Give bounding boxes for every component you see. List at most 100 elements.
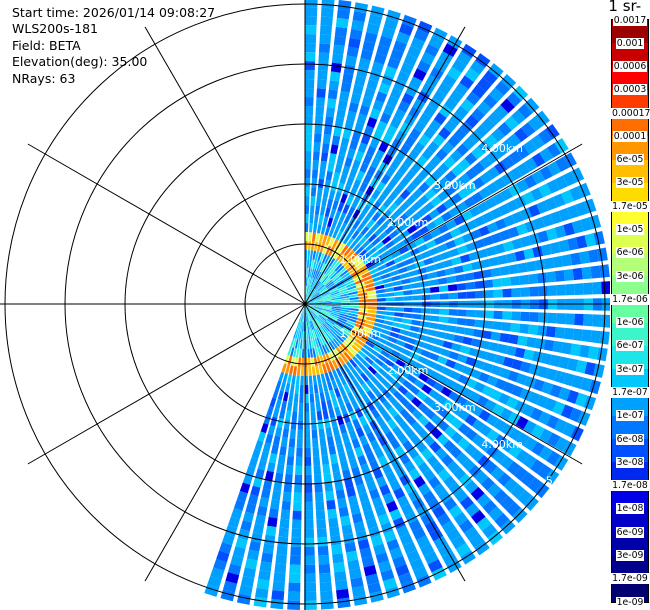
ray-gate — [344, 440, 353, 452]
ray-gate — [305, 88, 314, 98]
ray-gate — [402, 379, 413, 390]
ray-gate — [461, 365, 473, 376]
ray-gate — [336, 443, 345, 454]
ray-gate — [310, 268, 315, 278]
ray-gate — [404, 135, 417, 148]
ray-gate — [340, 354, 349, 364]
ray-gate — [285, 364, 291, 374]
ray-gate — [349, 358, 358, 368]
ray-gate — [304, 483, 313, 493]
ray-gate — [493, 310, 503, 320]
ray-gate — [308, 375, 313, 385]
ray-gate — [313, 306, 323, 311]
ray-gate — [358, 295, 368, 300]
ray-gate — [395, 240, 406, 250]
colorbar-tick-label: 1e-05 — [611, 224, 649, 236]
ray-gate — [408, 331, 419, 339]
ray-gate — [437, 323, 448, 331]
ray-gate — [310, 310, 317, 319]
ray-gate — [593, 230, 605, 246]
ray-gate — [305, 232, 308, 242]
ray-gate — [410, 368, 422, 378]
ray-gate — [366, 208, 376, 219]
ray-gate — [441, 211, 453, 222]
ray-gate — [438, 104, 453, 118]
ray-gate — [321, 400, 327, 411]
ray-gate — [347, 371, 356, 381]
ray-gate — [511, 287, 521, 298]
ray-gate — [316, 261, 322, 271]
colorbar-tick-label: 1e-09 — [611, 596, 649, 608]
ray-gate — [336, 588, 350, 600]
ray-gate — [455, 542, 471, 557]
ray-gate — [380, 173, 391, 185]
ray-gate — [399, 201, 411, 212]
ray-gate — [250, 485, 261, 497]
ray-gate — [271, 590, 285, 601]
ray-gate — [329, 526, 340, 537]
ray-gate — [369, 459, 380, 471]
ray-gate — [380, 349, 391, 358]
ray-gate — [319, 437, 327, 448]
ray-gate — [274, 563, 287, 574]
ray-gate — [396, 31, 411, 45]
ray-gate — [468, 391, 481, 403]
ray-gate — [510, 275, 521, 286]
ray-gate — [453, 512, 469, 526]
ray-gate — [545, 271, 557, 283]
ray-gate — [305, 115, 313, 125]
ray-gate — [472, 161, 486, 175]
ray-gate — [484, 460, 498, 475]
ray-gate — [349, 240, 358, 250]
ray-gate — [348, 291, 358, 296]
ray-gate — [367, 294, 377, 299]
ray-gate — [355, 246, 365, 255]
ray-gate — [482, 70, 498, 85]
ray-gate — [471, 107, 486, 122]
colorbar-tick-text: 0.0003 — [612, 84, 648, 96]
ray-gate — [274, 472, 284, 483]
ray-gate — [417, 355, 429, 365]
ray-gate — [328, 286, 337, 292]
ray-gate — [601, 281, 610, 295]
ray-gate — [385, 166, 396, 178]
ray-gate — [340, 300, 350, 303]
ray-gate — [532, 245, 544, 258]
ray-gate — [310, 357, 315, 367]
ray-gate — [549, 354, 561, 368]
ray-gate — [459, 345, 471, 355]
ray-gate — [418, 194, 430, 206]
colorbar-tick-text: 3e-05 — [615, 177, 645, 189]
ray-gate — [412, 454, 425, 467]
ray-gate — [393, 255, 404, 264]
ray-gate — [348, 347, 358, 356]
ray-gate — [346, 176, 355, 187]
ray-gate — [343, 184, 352, 196]
ray-gate — [571, 219, 584, 234]
ray-gate — [270, 599, 284, 610]
ray-gate — [468, 464, 482, 478]
ray-gate — [291, 374, 296, 385]
ray-gate — [434, 58, 449, 73]
ray-gate — [320, 590, 333, 601]
colorbar-tick-text: 0.0006 — [612, 61, 648, 73]
ray-gate — [477, 101, 492, 116]
ray-gate — [398, 572, 413, 586]
ray-gate — [314, 483, 323, 493]
ray-gate — [421, 294, 431, 301]
ray-gate — [332, 425, 340, 436]
ray-gate — [319, 206, 326, 216]
ray-gate — [483, 94, 498, 109]
ray-gate — [318, 554, 330, 565]
ray-gate — [293, 492, 302, 502]
ray-gate — [393, 108, 406, 121]
ray-gate — [461, 387, 473, 399]
ray-gate — [547, 312, 557, 324]
ray-gate — [575, 392, 588, 408]
ray-gate — [305, 277, 308, 287]
ray-gate — [411, 200, 423, 212]
ray-gate — [320, 599, 334, 610]
ray-gate — [421, 308, 431, 314]
ray-gate — [350, 93, 362, 105]
ray-gate — [401, 323, 411, 331]
